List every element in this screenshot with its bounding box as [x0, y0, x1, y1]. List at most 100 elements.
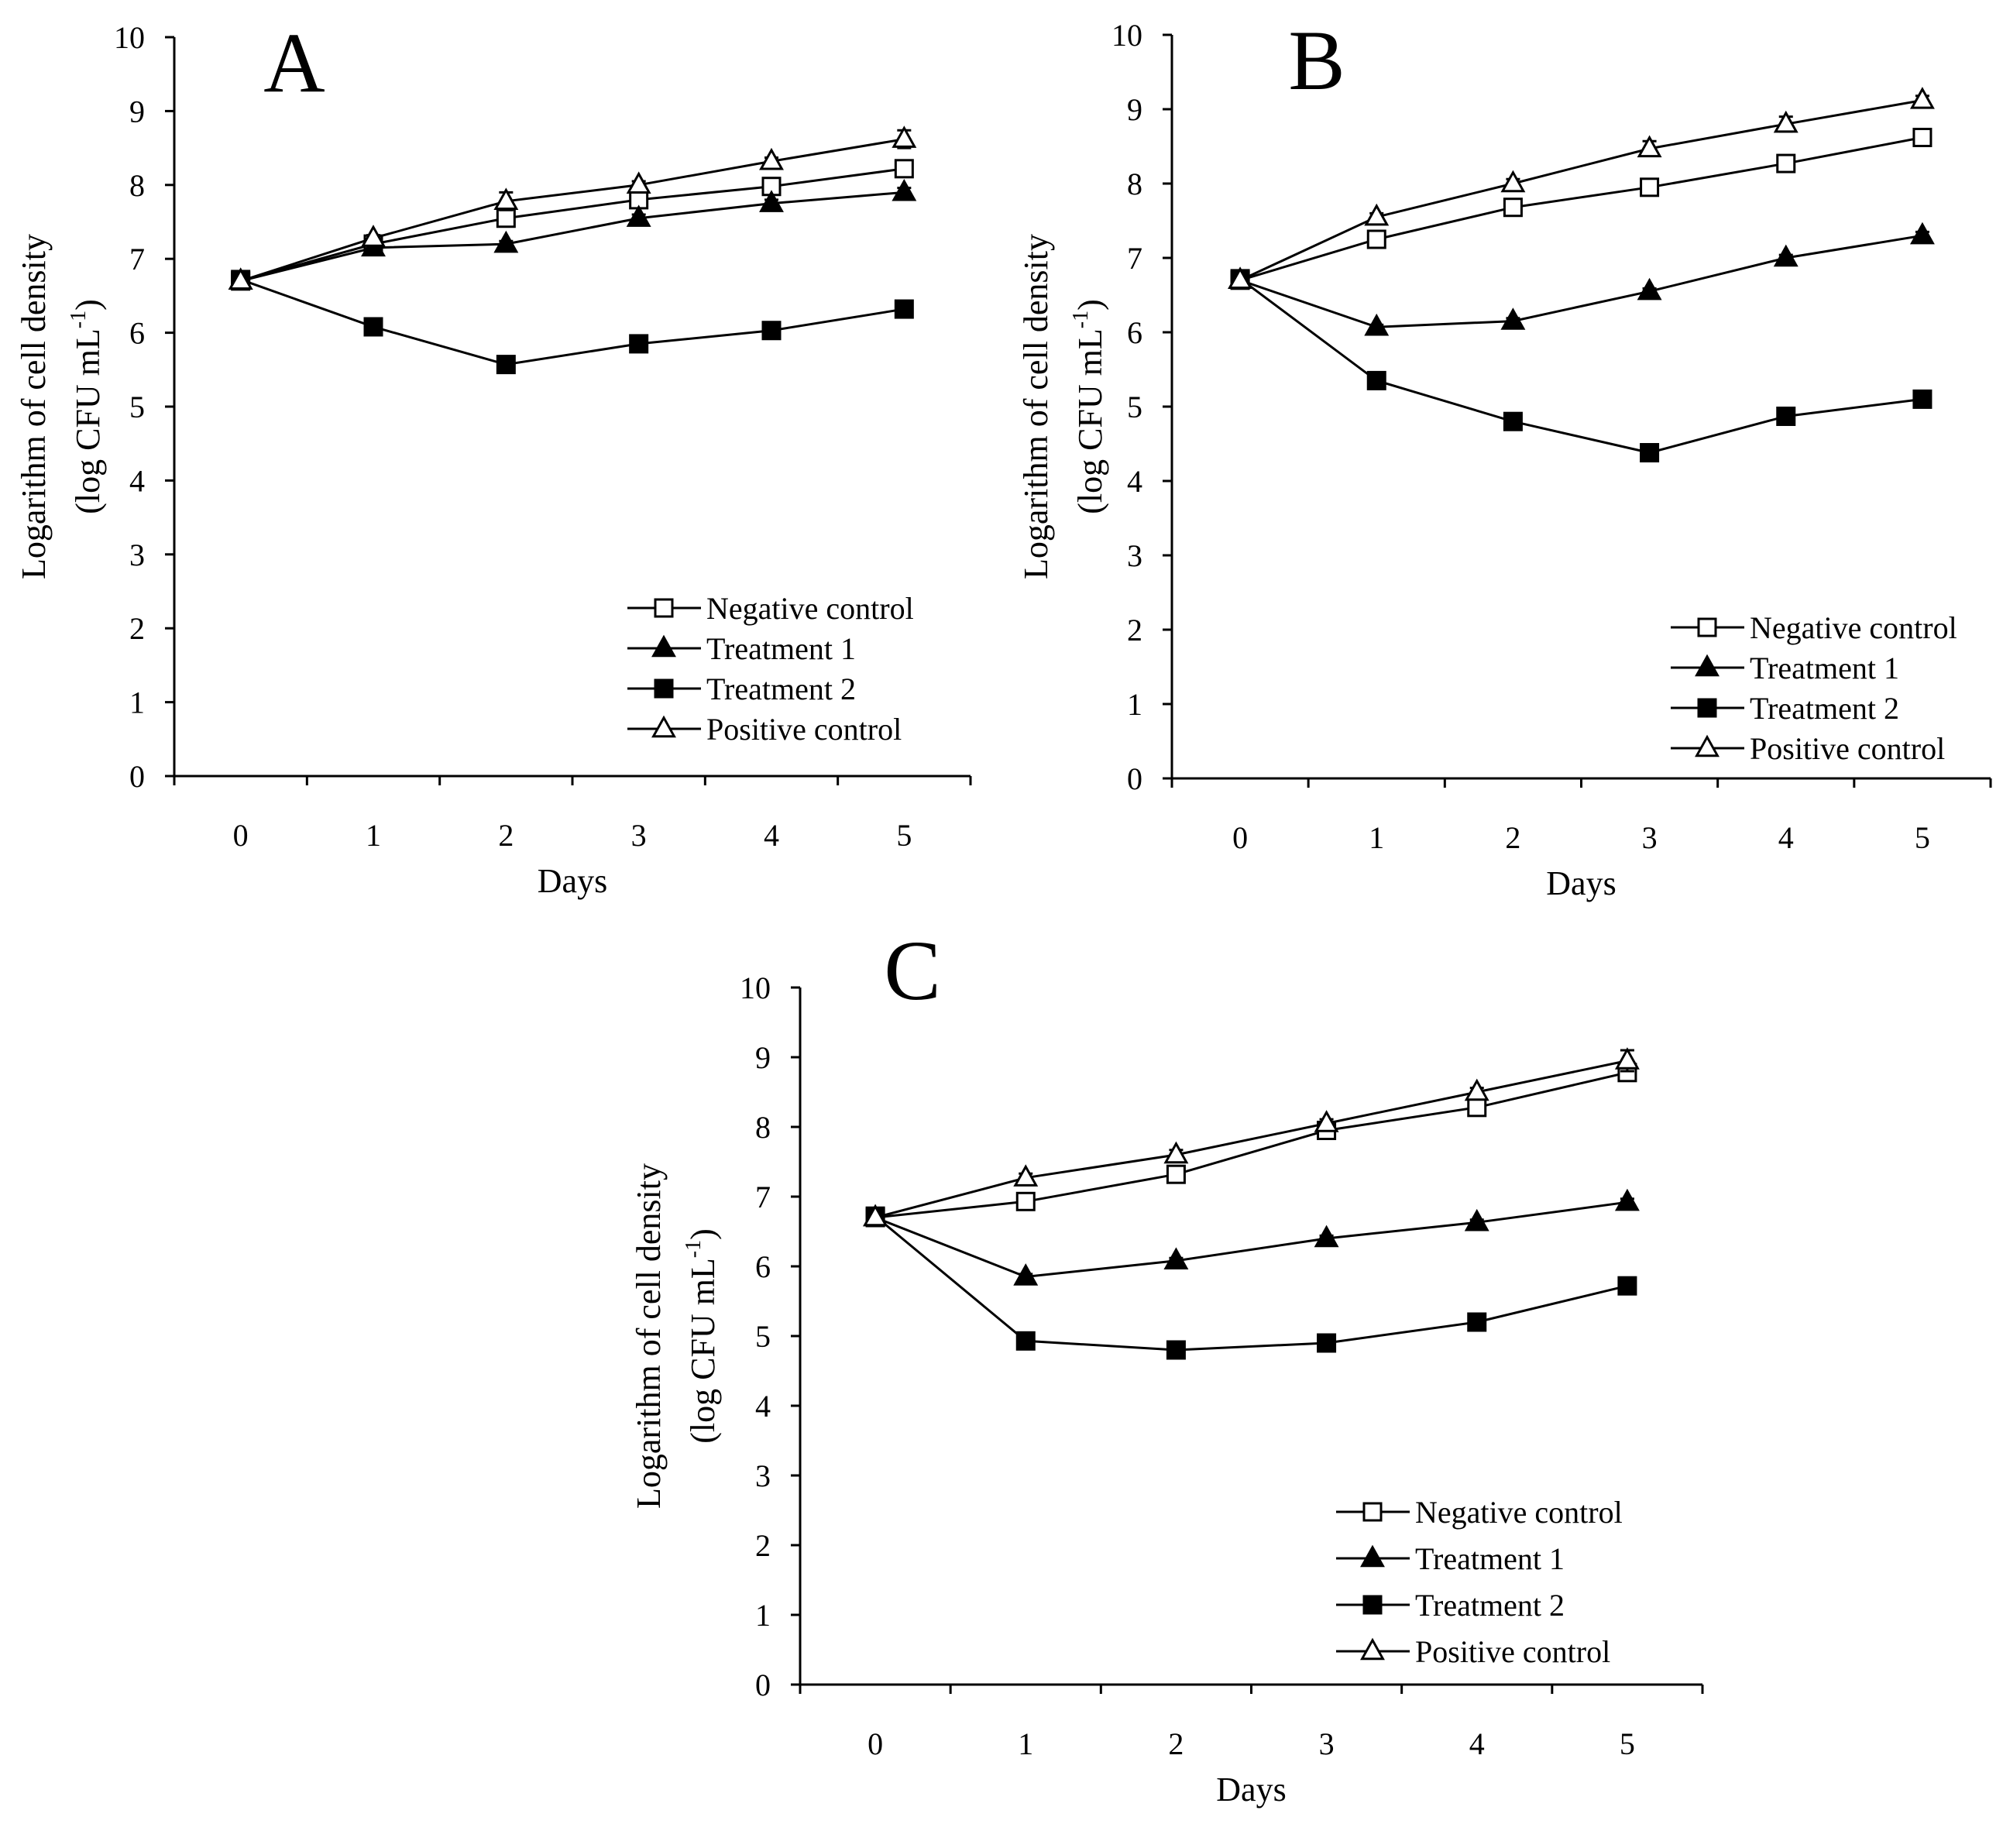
series-positive-control [863, 1047, 1640, 1227]
y-axis-unit: (log CFU mL-1) [67, 299, 107, 514]
data-point [1467, 1097, 1487, 1118]
data-point [1366, 370, 1386, 390]
y-axis-unit-close: ) [684, 1228, 722, 1240]
data-point [1776, 406, 1796, 426]
series-positive-control [1228, 87, 1935, 290]
series-treatment-1 [228, 178, 917, 290]
data-point [761, 321, 782, 341]
data-point [1637, 135, 1662, 158]
x-tick-label: 4 [1778, 820, 1794, 855]
data-point [1228, 266, 1253, 290]
data-point [1366, 229, 1386, 249]
legend-marker [654, 678, 674, 699]
y-tick-label: 2 [1127, 613, 1142, 647]
panel-letter: C [884, 923, 940, 1018]
x-tick-label: 5 [896, 818, 912, 853]
legend-label: Positive control [1750, 731, 1945, 766]
series-line [240, 138, 905, 283]
legend-label: Positive control [706, 712, 902, 747]
data-point [894, 299, 914, 319]
legend-marker [1697, 617, 1717, 637]
series-line [1239, 99, 1923, 282]
series-treatment-2 [231, 270, 914, 375]
data-point [759, 147, 784, 170]
y-tick-label: 8 [755, 1110, 771, 1145]
data-point [493, 187, 519, 210]
legend-label: Negative control [1750, 610, 1957, 645]
y-tick-label: 10 [114, 20, 145, 55]
data-point [1617, 1276, 1637, 1296]
data-point [493, 230, 519, 253]
y-tick-label: 7 [1127, 241, 1142, 276]
y-tick-label: 7 [755, 1180, 771, 1214]
legend-label: Treatment 1 [1415, 1541, 1565, 1576]
y-tick-label: 2 [129, 611, 145, 646]
legend-marker [654, 598, 674, 618]
legend-marker [1362, 1595, 1383, 1615]
series-line [874, 1060, 1628, 1219]
y-tick-label: 1 [755, 1598, 771, 1633]
data-point [496, 208, 516, 228]
y-tick-label: 10 [740, 970, 771, 1005]
series-positive-control [228, 125, 917, 290]
x-tick-label: 3 [631, 818, 647, 853]
data-point [1013, 1164, 1039, 1187]
x-tick-label: 4 [764, 818, 779, 853]
data-point [1614, 1047, 1640, 1070]
data-point [1364, 203, 1390, 226]
x-tick-label: 1 [1018, 1726, 1033, 1761]
legend-label: Positive control [1415, 1634, 1610, 1669]
y-tick-label: 4 [1127, 464, 1142, 499]
y-axis-unit-text: (log CFU mL [69, 328, 107, 514]
y-axis-title: Logarithm of cell density [1017, 234, 1055, 579]
series-treatment-2 [1230, 269, 1933, 463]
panel-letter: B [1288, 13, 1345, 108]
data-point [1500, 170, 1526, 193]
series-line [240, 278, 905, 366]
data-point [496, 355, 516, 375]
series-line [874, 1215, 1628, 1352]
data-point [1773, 110, 1799, 133]
legend-marker [1362, 1502, 1383, 1522]
x-tick-label: 2 [1505, 820, 1520, 855]
y-tick-label: 0 [1127, 761, 1142, 796]
x-tick-label: 3 [1319, 1726, 1335, 1761]
data-point [1773, 244, 1799, 267]
series-treatment-1 [863, 1188, 1640, 1286]
legend-label: Treatment 1 [1750, 651, 1899, 685]
y-tick-label: 5 [755, 1319, 771, 1354]
series-negative-control [1230, 127, 1933, 290]
y-tick-label: 9 [1127, 92, 1142, 127]
y-tick-label: 1 [1127, 687, 1142, 722]
x-axis-title: Days [538, 862, 607, 900]
data-point [892, 125, 917, 148]
legend-marker [1695, 734, 1720, 757]
data-point [361, 225, 386, 247]
x-tick-label: 1 [1369, 820, 1384, 855]
chart-panel-a: 0 1 2 3 4 5 6 7 8 9 10 0 1 2 3 4 5 Days Logarithm of cell … [15, 15, 972, 900]
y-tick-label: 5 [129, 390, 145, 424]
y-tick-label: 9 [755, 1040, 771, 1075]
legend-marker [1360, 1544, 1385, 1568]
chart-panel-c: 0 1 2 3 4 5 6 7 8 9 10 0 1 2 3 4 5 Days Logarithm of cell … [630, 923, 1704, 1808]
x-tick-label: 3 [1642, 820, 1658, 855]
x-tick-label: 1 [366, 818, 381, 853]
chart-panel-b: 0 1 2 3 4 5 6 7 8 9 10 0 1 2 3 4 5 Days Logarithm of cell … [1017, 13, 1992, 902]
data-point [1467, 1312, 1487, 1332]
x-axis-title: Days [1546, 864, 1616, 902]
x-tick-label: 2 [498, 818, 514, 853]
y-tick-label: 5 [1127, 390, 1142, 424]
data-point [1166, 1340, 1186, 1360]
series-line [874, 1071, 1628, 1219]
y-tick-label: 3 [129, 538, 145, 572]
series-line [1239, 277, 1923, 455]
series-line [240, 191, 905, 283]
x-tick-label: 4 [1469, 1726, 1485, 1761]
y-tick-label: 3 [1127, 538, 1142, 573]
data-point [759, 190, 784, 212]
data-point [1776, 153, 1796, 173]
y-tick-label: 4 [755, 1389, 771, 1424]
y-axis-unit: (log CFU mL-1) [1069, 299, 1109, 514]
legend-label: Negative control [1415, 1495, 1623, 1530]
